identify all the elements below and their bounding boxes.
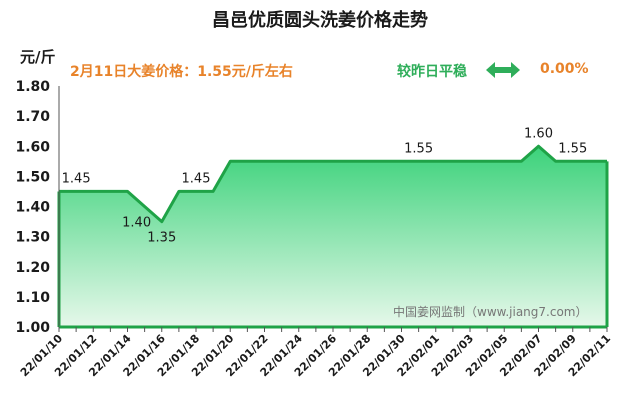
y-tick-label: 1.00 xyxy=(15,320,50,336)
y-tick-label: 1.10 xyxy=(15,290,50,306)
data-label: 1.40 xyxy=(122,216,151,231)
unit-label: 元/斤 xyxy=(20,48,56,66)
data-label: 1.55 xyxy=(558,141,587,156)
watermark: 中国姜网监制（www.jiang7.com） xyxy=(393,304,587,319)
y-tick-label: 1.40 xyxy=(15,200,50,216)
y-tick-label: 1.70 xyxy=(15,109,50,125)
double-arrow-icon xyxy=(486,62,520,78)
change-percent: 0.00% xyxy=(540,61,589,77)
y-tick-label: 1.60 xyxy=(15,139,50,155)
price-headline: 2月11日大姜价格：1.55元/斤左右 xyxy=(70,64,293,80)
data-label: 1.35 xyxy=(147,231,176,246)
y-tick-label: 1.80 xyxy=(15,79,50,95)
data-label: 1.45 xyxy=(62,171,91,186)
price-area xyxy=(59,146,607,327)
chart-title: 昌邑优质圆头洗姜价格走势 xyxy=(212,10,428,31)
data-label: 1.60 xyxy=(524,126,553,141)
y-tick-label: 1.30 xyxy=(15,230,50,246)
status-text: 较昨日平稳 xyxy=(397,64,467,80)
data-label: 1.55 xyxy=(404,141,433,156)
data-label: 1.45 xyxy=(182,171,211,186)
price-line xyxy=(59,144,607,224)
y-tick-label: 1.50 xyxy=(15,169,50,185)
y-tick-label: 1.20 xyxy=(15,260,50,276)
